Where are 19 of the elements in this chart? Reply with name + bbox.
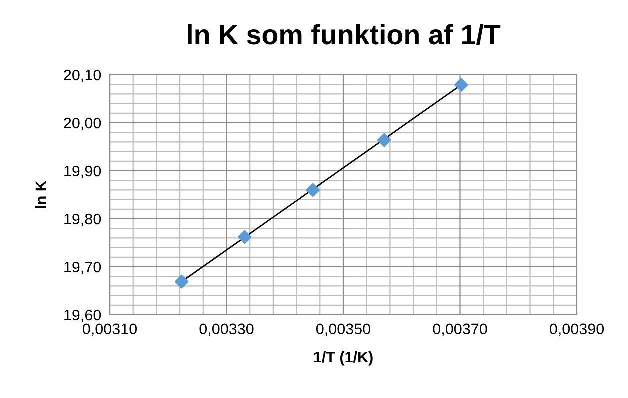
point bbox=[306, 183, 320, 198]
point bbox=[238, 230, 252, 244]
x-tick-label: 0,00350 bbox=[316, 324, 371, 336]
x-tick-label: 0,00390 bbox=[550, 324, 604, 336]
point bbox=[377, 133, 392, 148]
y-tick-label: 19,90 bbox=[64, 166, 102, 178]
point bbox=[174, 274, 189, 289]
y-tick-label: 19,80 bbox=[64, 214, 102, 226]
y-axis-title: ln K bbox=[35, 180, 46, 208]
y-tick-label: 19,60 bbox=[64, 310, 102, 322]
y-tick-label: 19,70 bbox=[64, 262, 102, 274]
x-tick-label: 0,00330 bbox=[200, 324, 254, 336]
x-axis-title: 1/T (1/K) bbox=[314, 351, 373, 366]
chart-title: ln K som funktion af 1/T bbox=[188, 24, 501, 45]
x-tick-label: 0,00310 bbox=[82, 324, 138, 336]
y-tick-label: 20,00 bbox=[64, 118, 102, 130]
x-tick-label: 0,00370 bbox=[433, 324, 488, 336]
y-tick-label: 20,10 bbox=[64, 70, 102, 82]
point bbox=[454, 78, 468, 92]
